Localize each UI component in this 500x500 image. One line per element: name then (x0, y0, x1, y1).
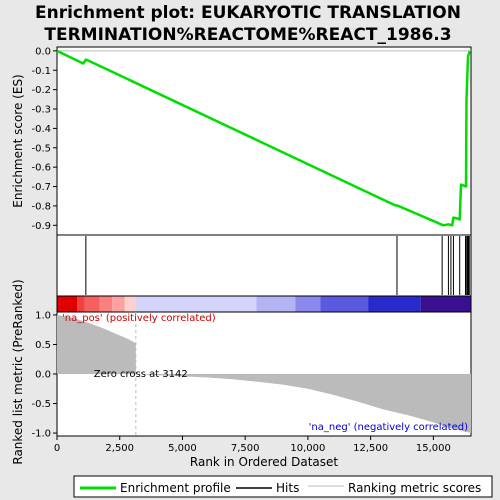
metric-y-tick-label-2: 0.0 (35, 370, 51, 381)
es-y-tick-label-3: -0.3 (31, 105, 51, 116)
hits-panel (56, 234, 472, 297)
es-y-tick-label-6: -0.6 (31, 163, 51, 174)
es-y-tick-label-5: -0.5 (31, 143, 51, 154)
es-y-axis-title: Enrichment score (ES) (11, 74, 25, 207)
color-bar-segment-11 (420, 296, 471, 312)
chart-title-line-2: TERMINATION%REACTOME%REACT_1986.3 (44, 25, 451, 45)
chart-title-line-1: Enrichment plot: EUKARYOTIC TRANSLATION (35, 3, 461, 23)
hit-markers (85, 236, 470, 295)
metric-y-tick-label-1: 0.5 (35, 340, 51, 351)
legend-box (73, 475, 493, 498)
es-y-tick-label-4: -0.4 (31, 124, 51, 135)
es-y-tick-label-2: -0.2 (31, 85, 51, 96)
metric-y-tick-label-3: -0.5 (31, 399, 51, 410)
color-bar-segment-7 (256, 296, 296, 312)
ranking-metric-area (57, 312, 471, 436)
metric-y-axis: 1.0 0.5 0.0 -0.5 -1.0 (31, 310, 57, 440)
color-bar-segment-2 (84, 296, 100, 312)
es-y-tick-label-7: -0.7 (31, 182, 51, 193)
x-axis-title: Rank in Ordered Dataset (190, 455, 338, 469)
x-tick-label-2: 5,000 (168, 443, 197, 454)
neg-correlated-label: 'na_neg' (negatively correlated) (309, 422, 468, 433)
x-tick-label-1: 2,500 (105, 443, 134, 454)
metric-y-tick-label-4: -1.0 (31, 429, 51, 440)
color-bar-segment-0 (57, 296, 78, 312)
metric-y-tick-label-0: 1.0 (35, 310, 51, 321)
color-bar-segment-6 (135, 296, 257, 312)
legend: Enrichment profile Hits Ranking metric s… (73, 475, 493, 498)
color-bar-segment-1 (77, 296, 85, 312)
es-y-tick-label-9: -0.9 (31, 221, 51, 232)
es-y-tick-label-1: -0.1 (31, 66, 51, 77)
color-bar-segment-10 (368, 296, 421, 312)
color-bar-segment-8 (295, 296, 321, 312)
pos-correlated-label: 'na_pos' (positively correlated) (62, 313, 216, 324)
es-y-tick-label-0: 0.0 (35, 46, 51, 57)
color-bar-segment-3 (99, 296, 113, 312)
x-tick-label-6: 15,000 (416, 443, 451, 454)
ranking-metric-fill (57, 315, 471, 433)
x-tick-label-5: 12,500 (353, 443, 388, 454)
legend-metric-label: Ranking metric scores (348, 481, 481, 495)
enrichment-profile-line (56, 49, 471, 227)
x-axis: 0 2,500 5,000 7,500 10,000 12,500 15,000 (54, 436, 451, 454)
metric-y-axis-title: Ranked list metric (PreRanked) (11, 279, 25, 464)
color-bar-segment-9 (320, 296, 369, 312)
zero-cross-label: Zero cross at 3142 (94, 369, 188, 380)
x-tick-label-3: 7,500 (231, 443, 260, 454)
ranking-color-bar (56, 295, 472, 313)
legend-profile-label: Enrichment profile (120, 481, 231, 495)
x-tick-label-4: 10,000 (290, 443, 325, 454)
enrichment-profile-path (56, 49, 471, 227)
legend-hits-label: Hits (276, 481, 299, 495)
color-bar-segment-4 (112, 296, 125, 312)
es-y-axis: 0.0 -0.1 -0.2 -0.3 -0.4 -0.5 -0.6 -0.7 -0.8 -0.9 (31, 46, 57, 232)
color-bar-segment-5 (124, 296, 136, 312)
es-y-tick-label-8: -0.8 (31, 201, 51, 212)
x-tick-label-0: 0 (54, 443, 60, 454)
